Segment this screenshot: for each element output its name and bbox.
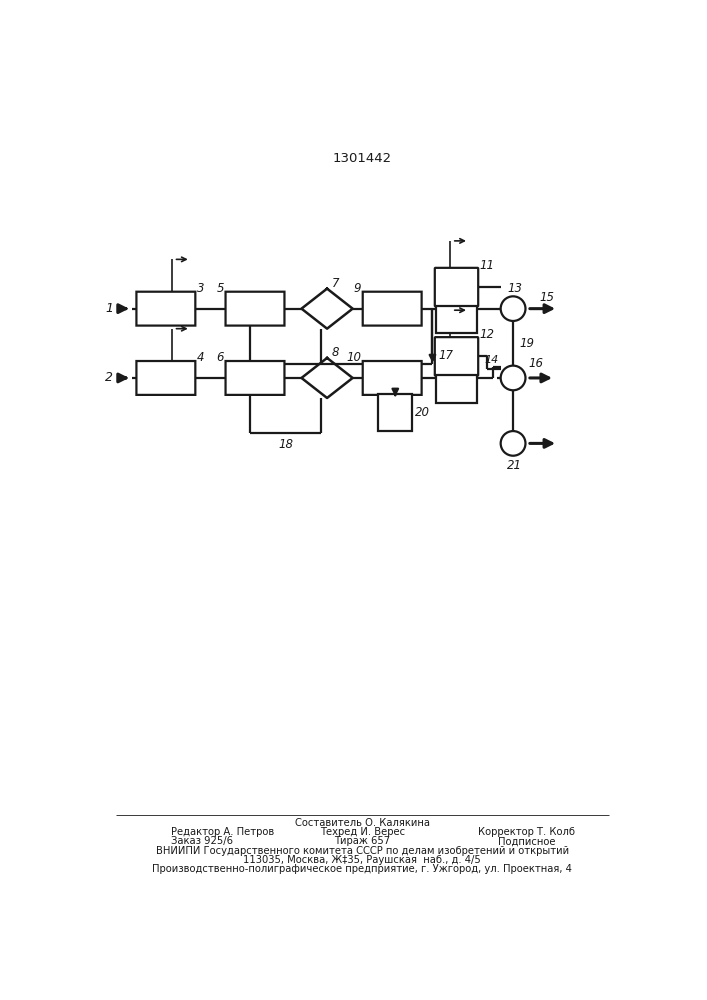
Circle shape bbox=[501, 431, 525, 456]
Text: 9: 9 bbox=[354, 282, 361, 295]
Polygon shape bbox=[301, 358, 353, 398]
Text: 18: 18 bbox=[278, 438, 293, 451]
Text: 13: 13 bbox=[507, 282, 522, 295]
Text: 15: 15 bbox=[539, 291, 554, 304]
Text: 21: 21 bbox=[507, 459, 522, 472]
Text: Тираж 657: Тираж 657 bbox=[334, 836, 390, 846]
Text: 4: 4 bbox=[197, 351, 204, 364]
Text: 113035, Москва, Ж‡35, Раушская  наб., д. 4/5: 113035, Москва, Ж‡35, Раушская наб., д. … bbox=[243, 855, 481, 865]
Text: 3: 3 bbox=[197, 282, 204, 295]
Text: Заказ 925/6: Заказ 925/6 bbox=[170, 836, 233, 846]
FancyBboxPatch shape bbox=[226, 361, 284, 395]
Text: 5: 5 bbox=[216, 282, 224, 295]
Text: 1: 1 bbox=[105, 302, 113, 315]
Circle shape bbox=[501, 366, 525, 390]
Text: 6: 6 bbox=[216, 351, 224, 364]
Text: Подписное: Подписное bbox=[498, 836, 556, 846]
Text: 8: 8 bbox=[332, 346, 339, 359]
Bar bbox=[436, 375, 477, 403]
Bar bbox=[378, 394, 412, 431]
Text: Производственно-полиграфическое предприятие, г. Ужгород, ул. Проектная, 4: Производственно-полиграфическое предприя… bbox=[153, 864, 572, 874]
FancyBboxPatch shape bbox=[363, 361, 421, 395]
Bar bbox=[436, 306, 477, 333]
Text: 12: 12 bbox=[480, 328, 495, 341]
Text: 2: 2 bbox=[105, 371, 113, 384]
Text: Корректор Т. Колб: Корректор Т. Колб bbox=[478, 827, 575, 837]
Text: 17: 17 bbox=[438, 349, 454, 362]
Text: 10: 10 bbox=[346, 351, 361, 364]
FancyBboxPatch shape bbox=[136, 292, 195, 326]
FancyBboxPatch shape bbox=[136, 361, 195, 395]
Text: 16: 16 bbox=[529, 357, 544, 370]
Text: 20: 20 bbox=[416, 406, 431, 419]
Text: Составитель О. Калякина: Составитель О. Калякина bbox=[295, 818, 430, 828]
FancyBboxPatch shape bbox=[363, 292, 421, 326]
Text: Редактор А. Петров: Редактор А. Петров bbox=[170, 827, 274, 837]
Polygon shape bbox=[301, 289, 353, 329]
Circle shape bbox=[501, 296, 525, 321]
FancyBboxPatch shape bbox=[435, 337, 478, 376]
Text: 14: 14 bbox=[485, 355, 499, 365]
Text: 19: 19 bbox=[519, 337, 534, 350]
Text: ВНИИПИ Государственного комитета СССР по делам изобретений и открытий: ВНИИПИ Государственного комитета СССР по… bbox=[156, 846, 569, 856]
FancyBboxPatch shape bbox=[435, 268, 478, 306]
Text: 11: 11 bbox=[480, 259, 495, 272]
FancyBboxPatch shape bbox=[226, 292, 284, 326]
Text: 7: 7 bbox=[332, 277, 339, 290]
Text: Техред И. Верес: Техред И. Верес bbox=[320, 827, 405, 837]
Text: 1301442: 1301442 bbox=[332, 152, 392, 165]
